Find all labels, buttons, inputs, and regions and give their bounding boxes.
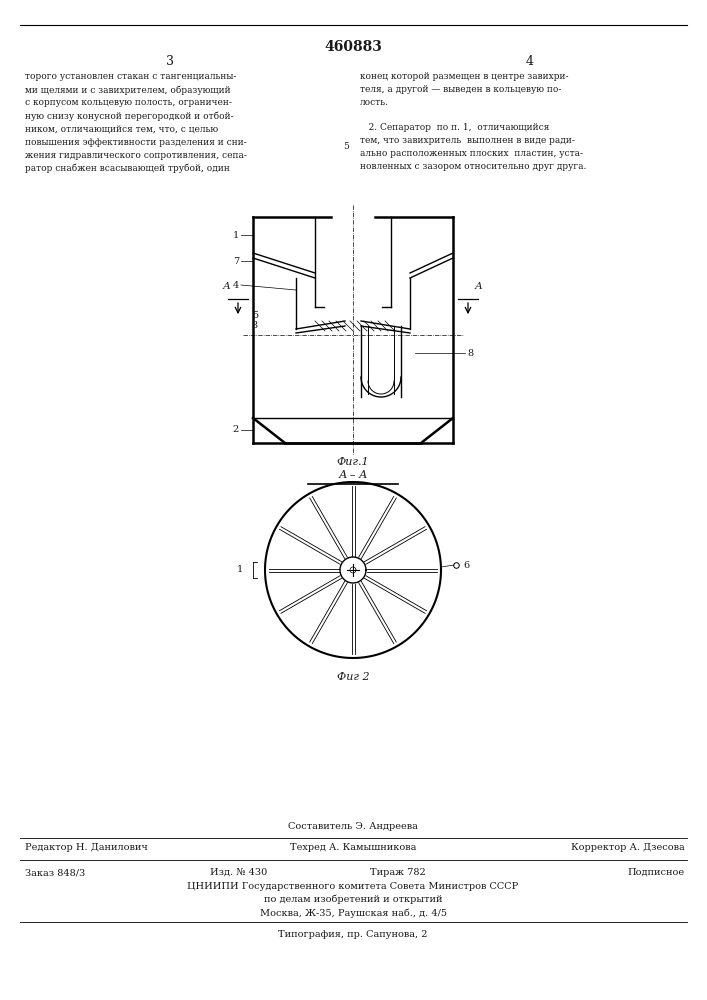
Text: 5: 5 [343,142,349,151]
Text: 1: 1 [237,566,243,574]
Text: 6: 6 [463,560,469,570]
Text: 3: 3 [166,55,174,68]
Text: 460883: 460883 [324,40,382,54]
Text: Изд. № 430: Изд. № 430 [210,868,267,877]
Text: Техред А. Камышникова: Техред А. Камышникова [290,843,416,852]
Text: Фиг.1: Фиг.1 [337,457,369,467]
Text: Корректор А. Дзесова: Корректор А. Дзесова [571,843,685,852]
Text: 5: 5 [252,310,258,320]
Text: по делам изобретений и открытий: по делам изобретений и открытий [264,895,443,904]
Text: Заказ 848/3: Заказ 848/3 [25,868,86,877]
Text: Москва, Ж-35, Раушская наб., д. 4/5: Москва, Ж-35, Раушская наб., д. 4/5 [259,908,447,918]
Text: 1: 1 [233,231,239,239]
Text: Типография, пр. Сапунова, 2: Типография, пр. Сапунова, 2 [279,930,428,939]
Text: 4: 4 [526,55,534,68]
Text: Подписное: Подписное [628,868,685,877]
Text: 3: 3 [252,320,258,330]
Text: торого установлен стакан с тангенциальны-
ми щелями и с завихрителем, образующий: торого установлен стакан с тангенциальны… [25,72,247,173]
Text: 4: 4 [233,280,239,290]
Text: 7: 7 [233,256,239,265]
Text: Редактор Н. Данилович: Редактор Н. Данилович [25,843,148,852]
Text: А: А [223,282,231,291]
Text: Тираж 782: Тираж 782 [370,868,426,877]
Text: ЦНИИПИ Государственного комитета Совета Министров СССР: ЦНИИПИ Государственного комитета Совета … [187,882,519,891]
Text: А – А: А – А [339,470,368,480]
Text: Составитель Э. Андреева: Составитель Э. Андреева [288,822,418,831]
Text: Фиг 2: Фиг 2 [337,672,369,682]
Text: конец которой размещен в центре завихри-
теля, а другой — выведен в кольцевую по: конец которой размещен в центре завихри-… [360,72,586,171]
Text: 2: 2 [233,426,239,434]
Text: А: А [475,282,483,291]
Text: 8: 8 [467,349,473,358]
